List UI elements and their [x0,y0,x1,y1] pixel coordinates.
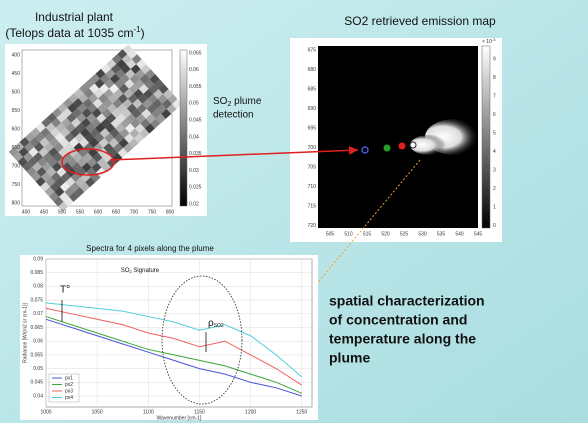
x-tick-label: 540 [455,231,464,237]
description-line: temperature along the [329,331,476,347]
y-tick-label: 675 [308,47,317,53]
x-tick-label: 1000 [40,409,51,415]
y-tick-label: 0.06 [33,339,43,345]
x-tick-label: 525 [400,231,409,237]
colorbar-label: 6 [493,112,496,118]
y-tick-label: 0.055 [30,352,43,358]
colorbar-label: 0.055 [189,84,202,90]
colorbar-label: 0.05 [189,101,199,107]
rho-sub: SO2 [214,323,224,329]
colorbar-label: 5 [493,130,496,136]
y-tick-label: 400 [12,52,21,58]
y-tick-label: 650 [12,145,21,151]
right-title: SO2 retrieved emission map [344,14,496,28]
colorbar-label: 0.02 [189,202,199,208]
y-tick-label: 685 [308,86,317,92]
x-tick-label: 545 [474,231,483,237]
y-tick-label: 0.04 [33,393,43,399]
x-tick-label: 500 [58,209,67,215]
x-tick-label: 520 [381,231,390,237]
sig-main: SO [121,268,130,274]
y-tick-label: 0.065 [30,325,43,331]
sig-rest: Signature [132,268,160,274]
description-line: spatial characterization [329,293,485,309]
colorbar-label: 1 [493,204,496,210]
x-tick-label: 750 [148,209,157,215]
left-subtitle: (Telops data at 1035 cm-1) [5,25,144,40]
colorbar-label: 2 [493,186,496,192]
x-tick-label: 600 [94,209,103,215]
temperature-label: T° [60,285,70,296]
scale-base: × 10 [482,39,492,45]
spectra-title: Spectra for 4 pixels along the plume [86,244,214,253]
colorbar-label: 0 [493,223,496,229]
x-tick-label: 1100 [143,409,154,415]
x-tick-label: 550 [76,209,85,215]
y-tick-label: 450 [12,71,21,77]
colorbar-label: 3 [493,167,496,173]
colorbar-label: 9 [493,56,496,62]
y-tick-label: 0.05 [33,366,43,372]
x-tick-label: 400 [22,209,31,215]
y-tick-label: 695 [308,125,317,131]
legend-label: px1 [65,375,73,381]
colorbar-label: 7 [493,93,496,99]
x-tick-label: 515 [363,231,372,237]
colorbar-label: 0.06 [189,67,199,73]
y-tick-label: 550 [12,108,21,114]
y-tick-label: 715 [308,203,317,209]
y-tick-label: 710 [308,184,317,190]
spectra-chart: 0.04 0.045 0.05 0.055 0.06 0.065 0.07 0.075 0.08… [20,255,318,421]
x-tick-label: 800 [166,209,175,215]
y-tick-label: 750 [12,182,21,188]
left-title: Industrial plant [35,10,114,24]
legend-label: px3 [65,388,73,394]
y-tick-label: 0.08 [33,284,43,290]
slide: Industrial plant (Telops data at 1035 cm… [0,0,588,423]
x-tick-label: 1200 [245,409,256,415]
x-tick-label: 530 [418,231,427,237]
y-tick-label: 690 [308,106,317,112]
y-tick-label: 720 [308,223,317,229]
y-tick-label: 0.085 [30,270,43,276]
plume-annotation: detection [213,110,254,121]
y-tick-label: 600 [12,126,21,132]
y-tick-label: 680 [308,67,317,73]
legend-label: px2 [65,382,73,388]
x-tick-label: 510 [344,231,353,237]
colorbar-label: 0.025 [189,185,202,191]
signature-label: SO2 Signature [121,268,160,274]
x-tick-label: 450 [40,209,49,215]
y-tick-label: 700 [308,145,317,151]
x-tick-label: 535 [437,231,446,237]
y-tick-label: 800 [12,200,21,206]
colorbar-label: 0.035 [189,151,202,157]
x-tick-label: 700 [130,209,139,215]
x-tick-label: 505 [326,231,335,237]
x-axis-label: Wavenumber [cm-1] [157,415,202,421]
legend-label: px4 [65,395,73,401]
colorbar-label: 8 [493,75,496,81]
y-tick-label: 0.09 [33,256,43,262]
description-line: plume [329,350,370,366]
y-tick-label: 0.045 [30,380,43,386]
y-tick-label: 700 [12,163,21,169]
x-tick-label: 650 [112,209,121,215]
y-axis-label: Radiance [W/(m2 sr cm-1)] [22,303,28,363]
x-tick-label: 1050 [92,409,103,415]
y-tick-label: 705 [308,164,317,170]
y-tick-label: 0.075 [30,297,43,303]
colorbar-label: 0.04 [189,134,199,140]
x-tick-label: 1250 [296,409,307,415]
description-line: of concentration and [329,312,467,328]
colorbar-label: 0.065 [189,50,202,56]
colorbar-label: 4 [493,149,496,155]
thermal-image [5,44,207,216]
colorbar-label: 0.045 [189,118,202,124]
y-tick-label: 500 [12,89,21,95]
colorbar-label: 0.03 [189,168,199,174]
y-tick-label: 0.07 [33,311,43,317]
plume-annotation: SO2 plume [213,96,262,108]
emission-map [290,38,502,242]
